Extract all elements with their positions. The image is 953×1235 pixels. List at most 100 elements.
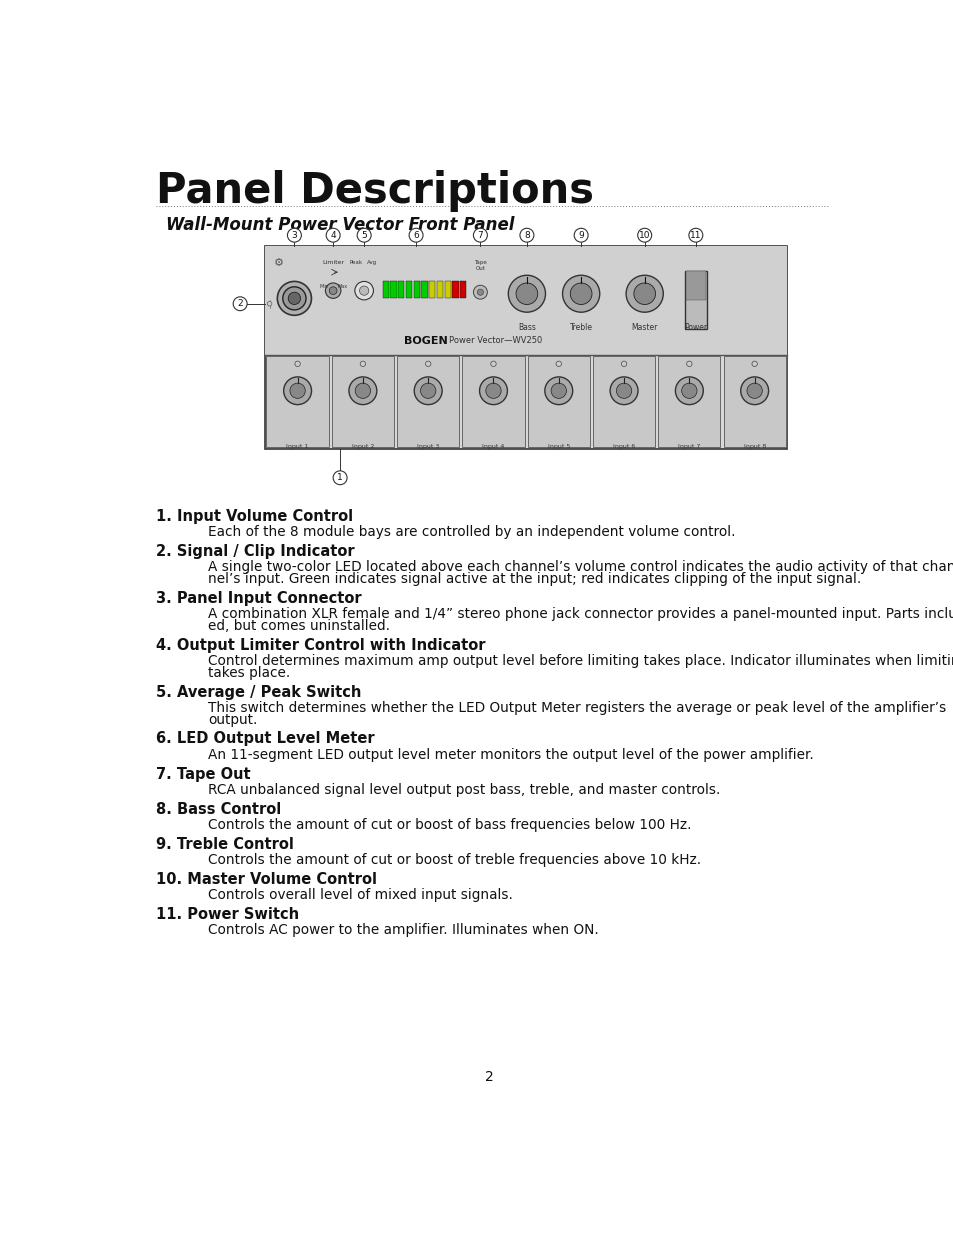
Text: BOGEN: BOGEN — [404, 336, 448, 346]
Bar — [658, 356, 720, 447]
Text: Treble: Treble — [569, 324, 592, 332]
Text: A single two-color LED located above each channel’s volume control indicates the: A single two-color LED located above eac… — [208, 559, 953, 574]
Text: 3. Panel Input Connector: 3. Panel Input Connector — [155, 590, 361, 605]
Circle shape — [233, 296, 247, 311]
Circle shape — [485, 383, 500, 399]
Text: 5: 5 — [361, 231, 367, 240]
Circle shape — [519, 228, 534, 242]
Text: Controls AC power to the amplifier. Illuminates when ON.: Controls AC power to the amplifier. Illu… — [208, 923, 598, 937]
Text: Avg: Avg — [367, 259, 376, 264]
Bar — [421, 280, 427, 299]
Bar — [444, 280, 451, 299]
Circle shape — [740, 377, 768, 405]
Bar — [390, 280, 396, 299]
Text: 10: 10 — [639, 231, 650, 240]
Bar — [414, 280, 419, 299]
Bar — [459, 280, 466, 299]
Circle shape — [633, 283, 655, 305]
Text: nel’s input. Green indicates signal active at the input; red indicates clipping : nel’s input. Green indicates signal acti… — [208, 572, 861, 585]
Text: 9. Treble Control: 9. Treble Control — [155, 836, 294, 852]
Circle shape — [267, 301, 272, 306]
Circle shape — [562, 275, 599, 312]
Text: Input 1: Input 1 — [286, 443, 309, 448]
Circle shape — [675, 377, 702, 405]
Text: Controls the amount of cut or boost of treble frequencies above 10 kHz.: Controls the amount of cut or boost of t… — [208, 852, 700, 867]
Text: Limiter: Limiter — [322, 259, 344, 264]
Text: Input 6: Input 6 — [612, 443, 635, 448]
Text: 7: 7 — [477, 231, 483, 240]
Text: 4: 4 — [330, 231, 335, 240]
Text: Input 7: Input 7 — [678, 443, 700, 448]
Circle shape — [409, 228, 422, 242]
Text: Input 8: Input 8 — [742, 443, 765, 448]
Circle shape — [616, 383, 631, 399]
Bar — [406, 280, 412, 299]
Circle shape — [681, 383, 697, 399]
Circle shape — [551, 383, 566, 399]
Bar — [436, 280, 443, 299]
Circle shape — [473, 228, 487, 242]
Circle shape — [325, 283, 340, 299]
Circle shape — [349, 377, 376, 405]
Text: Input 5: Input 5 — [547, 443, 569, 448]
Circle shape — [287, 228, 301, 242]
Circle shape — [288, 293, 300, 305]
Text: ed, but comes uninstalled.: ed, but comes uninstalled. — [208, 619, 390, 632]
Text: takes place.: takes place. — [208, 666, 291, 679]
Bar — [265, 246, 786, 448]
Circle shape — [516, 283, 537, 305]
Text: 2: 2 — [237, 299, 243, 309]
Bar — [684, 270, 706, 330]
Circle shape — [625, 275, 662, 312]
Text: Wall-Mount Power Vector Front Panel: Wall-Mount Power Vector Front Panel — [166, 216, 514, 233]
Text: 2: 2 — [484, 1070, 493, 1084]
Text: Control determines maximum amp output level before limiting takes place. Indicat: Control determines maximum amp output le… — [208, 653, 953, 668]
Circle shape — [637, 228, 651, 242]
Bar — [722, 356, 785, 447]
Text: 2. Signal / Clip Indicator: 2. Signal / Clip Indicator — [155, 543, 354, 558]
Circle shape — [282, 287, 306, 310]
Text: Controls the amount of cut or boost of bass frequencies below 100 Hz.: Controls the amount of cut or boost of b… — [208, 818, 691, 831]
Text: A combination XLR female and 1/4” stereo phone jack connector provides a panel-m: A combination XLR female and 1/4” stereo… — [208, 606, 953, 621]
Text: Controls overall level of mixed input signals.: Controls overall level of mixed input si… — [208, 888, 513, 902]
Circle shape — [556, 361, 561, 367]
Circle shape — [326, 228, 340, 242]
Circle shape — [294, 361, 300, 367]
Circle shape — [570, 283, 592, 305]
Text: 1. Input Volume Control: 1. Input Volume Control — [155, 509, 353, 524]
Bar — [593, 356, 655, 447]
Circle shape — [360, 361, 365, 367]
Circle shape — [414, 377, 441, 405]
Circle shape — [751, 361, 757, 367]
Text: Power: Power — [683, 324, 707, 332]
Bar — [266, 356, 329, 447]
Circle shape — [476, 289, 483, 295]
Circle shape — [355, 383, 370, 399]
Text: Bass: Bass — [517, 324, 536, 332]
Text: 1: 1 — [337, 473, 343, 482]
Text: output.: output. — [208, 713, 257, 726]
Text: Input 4: Input 4 — [482, 443, 504, 448]
Text: Peak: Peak — [350, 259, 362, 264]
Circle shape — [490, 361, 496, 367]
Text: Min: Min — [319, 284, 328, 289]
Bar — [397, 280, 404, 299]
Circle shape — [329, 287, 336, 294]
Circle shape — [688, 228, 702, 242]
Text: This switch determines whether the LED Output Meter registers the average or pea: This switch determines whether the LED O… — [208, 700, 945, 715]
Circle shape — [355, 282, 373, 300]
Circle shape — [356, 228, 371, 242]
Text: 3: 3 — [292, 231, 297, 240]
Text: Each of the 8 module bays are controlled by an independent volume control.: Each of the 8 module bays are controlled… — [208, 525, 735, 538]
Text: RCA unbalanced signal level output post bass, treble, and master controls.: RCA unbalanced signal level output post … — [208, 783, 720, 797]
Bar — [429, 280, 435, 299]
Text: Tape
Out: Tape Out — [474, 259, 486, 270]
Circle shape — [574, 228, 587, 242]
Circle shape — [508, 275, 545, 312]
Text: 8. Bass Control: 8. Bass Control — [155, 802, 280, 816]
Text: 10. Master Volume Control: 10. Master Volume Control — [155, 872, 376, 887]
Bar — [382, 280, 389, 299]
Circle shape — [746, 383, 761, 399]
Text: An 11-segment LED output level meter monitors the output level of the power ampl: An 11-segment LED output level meter mon… — [208, 747, 813, 762]
Text: 7. Tape Out: 7. Tape Out — [155, 767, 250, 782]
